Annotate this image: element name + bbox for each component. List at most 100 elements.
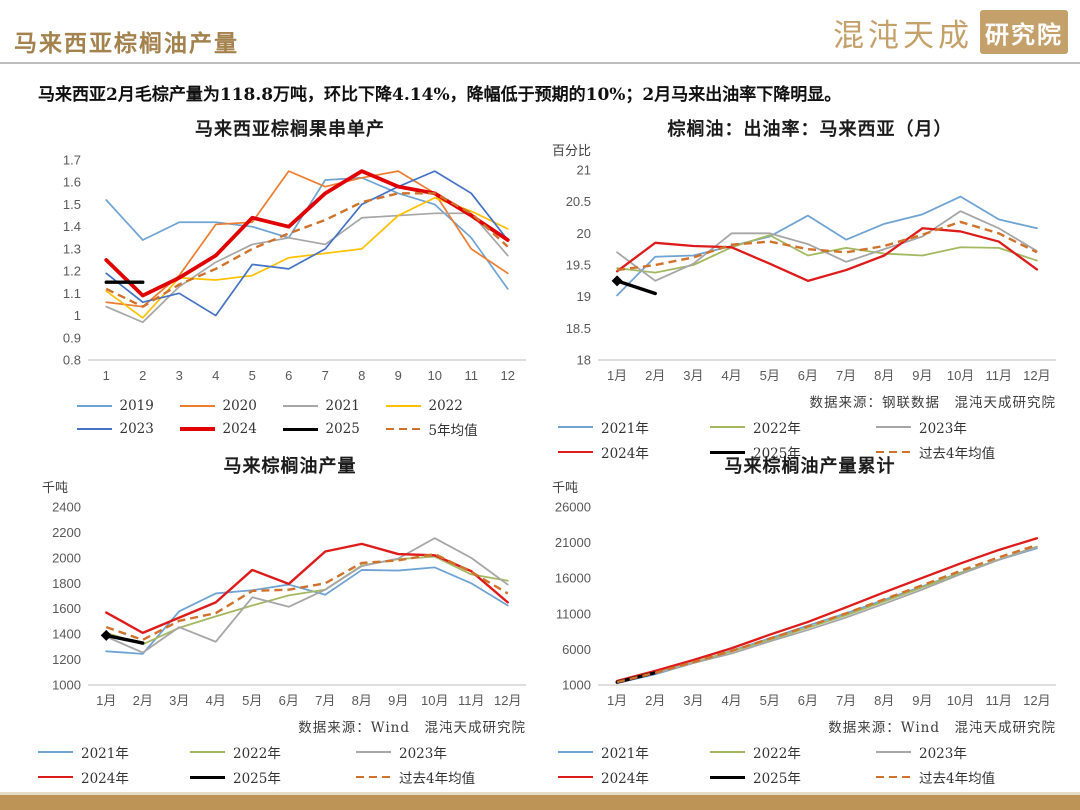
svg-text:26000: 26000 — [555, 500, 591, 515]
legend-label: 2025 — [325, 421, 360, 437]
header-divider — [0, 62, 1080, 64]
legend-item-2020: 2020 — [179, 398, 283, 414]
svg-text:16000: 16000 — [555, 571, 591, 586]
legend-label: 2023年 — [919, 746, 967, 762]
svg-text:1月: 1月 — [607, 368, 627, 383]
svg-text:7月: 7月 — [315, 693, 335, 708]
legend-label: 过去4年均值 — [919, 446, 996, 462]
svg-text:9月: 9月 — [912, 368, 932, 383]
legend-item-2022: 2022 — [385, 398, 504, 414]
legend-label: 2023年 — [399, 746, 447, 762]
chart-source: 数据来源：Wind 混沌天成研究院 — [298, 720, 526, 736]
legend-label: 2021年 — [601, 421, 649, 437]
chart-title: 马来棕榈油产量累计 — [724, 456, 896, 477]
svg-text:20.5: 20.5 — [566, 194, 591, 209]
svg-text:1.6: 1.6 — [63, 175, 81, 190]
legend-line-swatch — [282, 427, 318, 431]
legend-item-2023: 2023 — [76, 419, 180, 439]
svg-text:4月: 4月 — [721, 693, 741, 708]
legend-item-2022年: 2022年 — [190, 742, 356, 762]
legend-line-swatch — [385, 405, 421, 407]
legend-row: 2024年 2025年 过去4年均值 — [550, 442, 1070, 462]
legend-label: 2025年 — [753, 446, 801, 462]
svg-text:3月: 3月 — [169, 693, 189, 708]
legend-line-swatch — [710, 450, 745, 454]
legend-item-2021: 2021 — [282, 398, 386, 414]
legend-line-swatch — [38, 751, 73, 753]
svg-text:1000: 1000 — [562, 678, 591, 693]
svg-text:3月: 3月 — [683, 693, 703, 708]
legend-row: 2019 2020 2021 2022 — [40, 398, 540, 414]
svg-text:千吨: 千吨 — [552, 481, 578, 496]
chart-title: 马来棕榈油产量 — [223, 456, 357, 477]
legend-row: 2021年 2022年 2023年 — [38, 742, 542, 762]
svg-text:6000: 6000 — [562, 642, 591, 657]
svg-text:9月: 9月 — [388, 693, 408, 708]
legend-label: 2024年 — [81, 771, 129, 787]
company-logo: 混沌天成 研究院 — [833, 6, 1068, 58]
legend-item-2024: 2024 — [179, 419, 283, 439]
svg-text:20: 20 — [577, 226, 591, 241]
svg-text:2月: 2月 — [645, 693, 665, 708]
cumulative-plot: 1000 6000 11000 16000 21000 26000 1月 2月 3月 4月 5月 6月… — [552, 481, 1056, 708]
legend-line-swatch — [710, 751, 745, 753]
svg-text:2400: 2400 — [52, 500, 81, 515]
svg-text:12月: 12月 — [1023, 693, 1050, 708]
legend-line-swatch — [876, 751, 911, 753]
svg-text:19: 19 — [577, 289, 591, 304]
legend-label: 2019 — [119, 398, 154, 414]
svg-text:7: 7 — [322, 368, 329, 383]
legend-line-swatch — [558, 451, 593, 453]
svg-text:1.4: 1.4 — [63, 219, 81, 234]
svg-text:5月: 5月 — [242, 693, 262, 708]
legend-line-swatch — [356, 751, 391, 753]
svg-text:0.8: 0.8 — [63, 353, 81, 368]
header: 马来西亚棕榈油产量 混沌天成 研究院 — [0, 0, 1080, 63]
svg-text:3月: 3月 — [683, 368, 703, 383]
svg-text:6月: 6月 — [798, 693, 818, 708]
legend-line-swatch — [190, 751, 225, 753]
legend-item-2022年: 2022年 — [710, 742, 876, 762]
legend-row: 2021年 2022年 2023年 — [550, 417, 1070, 437]
legend-label: 2024年 — [601, 446, 649, 462]
logo-wordmark: 混沌天成 — [833, 17, 973, 54]
legend-line-swatch — [876, 776, 911, 778]
legend-item-过去4年均值: 过去4年均值 — [876, 442, 1062, 462]
summary-text: 马来西亚2月毛棕产量为118.8万吨，环比下降4.14%，降幅低于预期的10%；… — [38, 85, 842, 105]
svg-text:9月: 9月 — [912, 693, 932, 708]
ffb-yield-plot: 0.80.911.11.21.31.41.51.61.71 2 3 4 5 6 7 8 9 10 1… — [63, 153, 526, 383]
svg-text:1: 1 — [74, 308, 81, 323]
svg-text:1月: 1月 — [96, 693, 116, 708]
svg-text:21: 21 — [577, 163, 591, 178]
legend-item-2024年: 2024年 — [558, 767, 710, 787]
chart-source: 数据来源：钢联数据 混沌天成研究院 — [809, 395, 1056, 411]
legend-item-2023年: 2023年 — [876, 417, 1062, 437]
legend-item-2025年: 2025年 — [190, 767, 356, 787]
svg-text:1.7: 1.7 — [63, 153, 81, 168]
legend-row: 2024年 2025年 过去4年均值 — [550, 767, 1070, 787]
legend-row: 2024年 2025年 过去4年均值 — [38, 767, 540, 787]
legend-line-swatch — [710, 775, 745, 779]
legend-line-swatch — [282, 405, 318, 407]
svg-text:18.5: 18.5 — [566, 321, 591, 336]
chart-source: 数据来源：Wind 混沌天成研究院 — [828, 720, 1056, 736]
svg-text:1600: 1600 — [52, 601, 81, 616]
legend-line-swatch — [558, 426, 593, 428]
legend-row: 2023 2024 2025 5年均值 — [40, 419, 540, 439]
legend-item-2024年: 2024年 — [558, 442, 710, 462]
svg-text:8月: 8月 — [874, 368, 894, 383]
legend-item-2021年: 2021年 — [558, 417, 710, 437]
svg-text:6月: 6月 — [279, 693, 299, 708]
legend-item-2024年: 2024年 — [38, 767, 190, 787]
svg-text:6月: 6月 — [798, 368, 818, 383]
chart-legend: 2021年 2022年 2023年 2024年 2025年 过去4年均值 — [550, 742, 1070, 787]
legend-item-2023年: 2023年 — [356, 742, 542, 762]
chart-oil-extraction-rate: 棕榈油：出油率：马来西亚（月） 18 18.5 19 19.5 20 20.5 21 1月 2月… — [550, 118, 1070, 467]
svg-text:千吨: 千吨 — [42, 481, 68, 496]
svg-text:8: 8 — [358, 368, 365, 383]
svg-text:0.9: 0.9 — [63, 330, 81, 345]
svg-text:1400: 1400 — [52, 627, 81, 642]
logo-seal-stamp: 研究院 — [980, 10, 1068, 54]
svg-text:11000: 11000 — [556, 606, 591, 621]
svg-text:9: 9 — [395, 368, 402, 383]
